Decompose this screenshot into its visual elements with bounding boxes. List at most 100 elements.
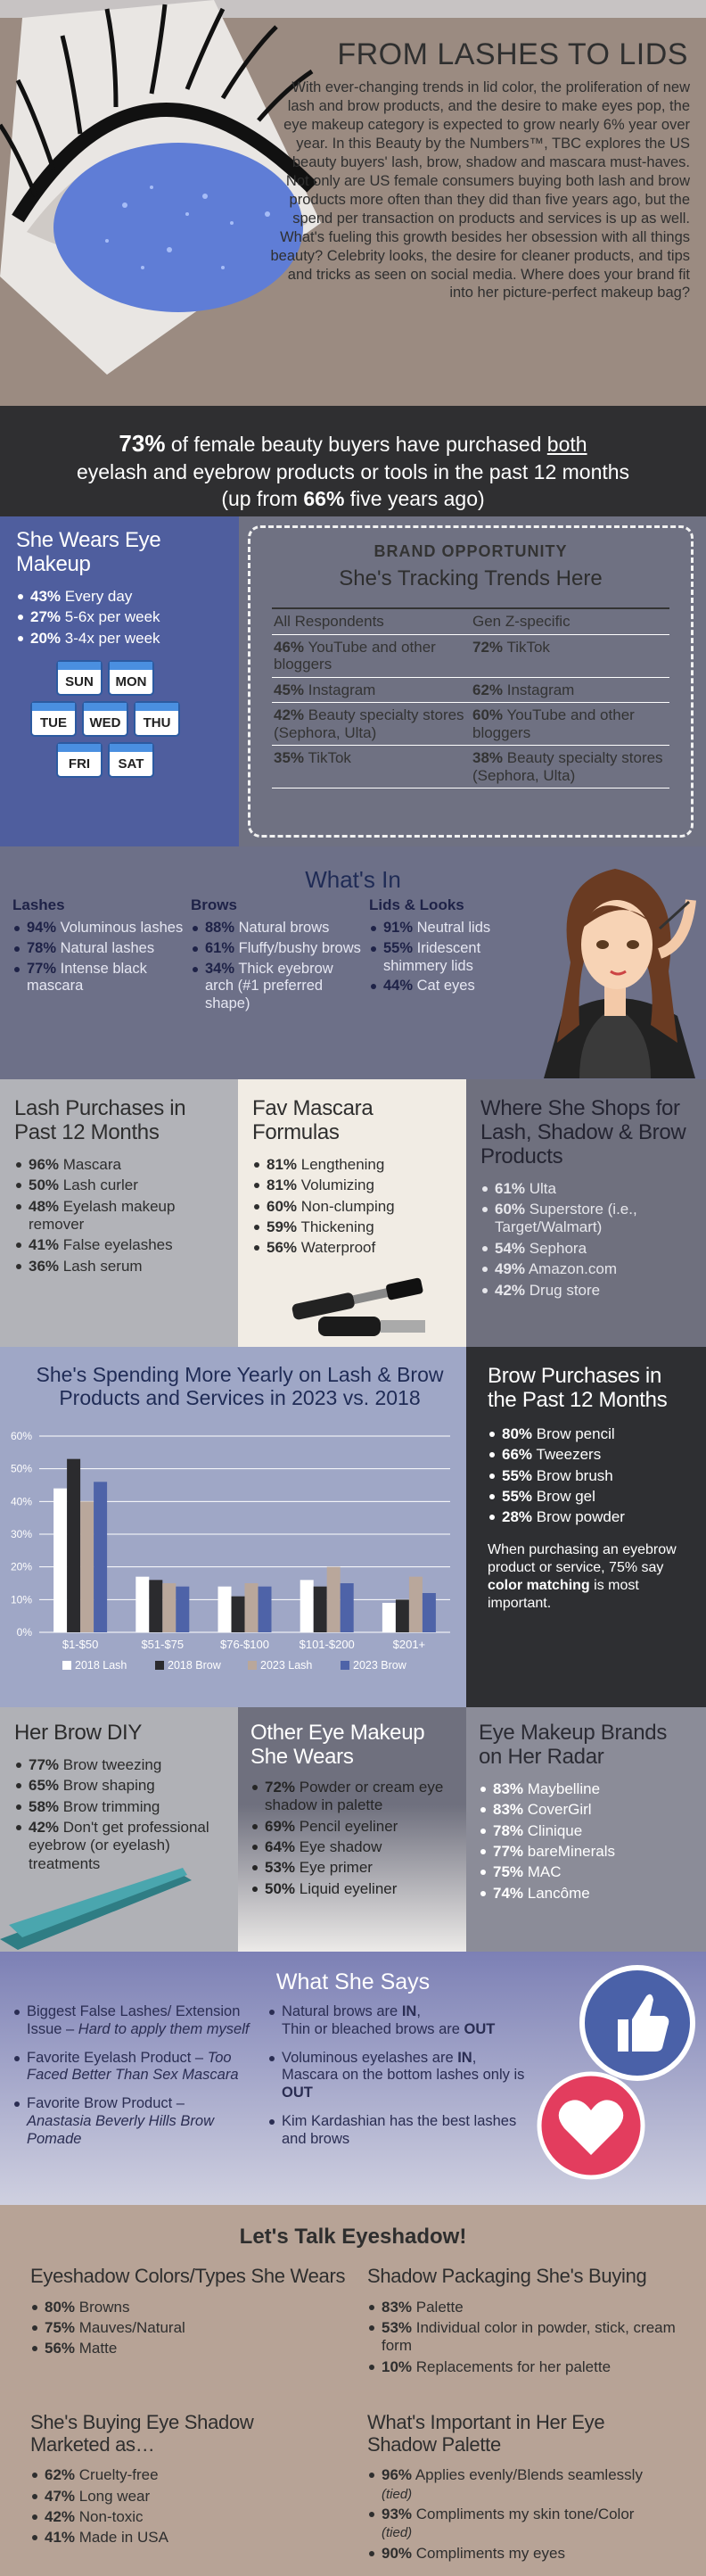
bar xyxy=(340,1583,354,1632)
bar xyxy=(326,1566,341,1632)
stat-label: Natural brows xyxy=(234,920,330,936)
bar xyxy=(300,1580,314,1632)
stat-value: 53% xyxy=(265,1859,296,1877)
list-item: 55% Brow brush xyxy=(488,1467,685,1485)
shadow-market-list: 62% Cruelty-free 47% Long wear 42% Non-tox… xyxy=(30,2466,298,2547)
calendar-day-icon: MON xyxy=(108,659,154,696)
stat-value: 96% xyxy=(382,2466,413,2484)
mascara-panel: Fav Mascara Formulas 81% Lengthening 81% … xyxy=(238,1079,466,1347)
purchases-section: Lash Purchases in Past 12 Months 96% Mas… xyxy=(0,1079,706,1347)
stat-value: 36% xyxy=(29,1257,60,1275)
stat-value: 56% xyxy=(267,1239,298,1257)
banner-text-a: of female beauty buyers have purchased xyxy=(165,433,547,456)
stat-value: 50% xyxy=(29,1177,60,1194)
lash-list: 96% Mascara 50% Lash curler 48% Eyelash ma… xyxy=(14,1156,224,1276)
brand-label: TikTok xyxy=(304,749,351,767)
list-item: 43% Every day xyxy=(16,588,223,606)
stat-value: 77% xyxy=(493,1842,524,1860)
heart-icon xyxy=(537,2071,645,2180)
list-item: 80% Browns xyxy=(30,2299,351,2316)
brand-cell: 45% Instagram xyxy=(272,677,471,704)
list-item: 61% Fluffy/bushy brows xyxy=(191,940,362,958)
stat-value: 42% xyxy=(495,1281,526,1299)
list-item: 83% Palette xyxy=(367,2299,688,2316)
stat-value: 20% xyxy=(30,629,62,647)
stat-label: bareMinerals xyxy=(523,1842,616,1860)
stat-label: 3-4x per week xyxy=(61,629,160,647)
brand-row: 42% Beauty specialty stores (Sephora, Ul… xyxy=(272,702,669,747)
stat-label: Ulta xyxy=(525,1179,556,1197)
list-item: 44% Cat eyes xyxy=(369,978,540,995)
legend-label: 2018 Brow xyxy=(168,1659,222,1672)
brand-cell: 60% YouTube and other bloggers xyxy=(471,702,669,747)
list-item: 75% MAC xyxy=(479,1863,694,1881)
brand-subtitle: She's Tracking Trends Here xyxy=(339,566,603,590)
says-left-list: Biggest False Lashes/ Extension Issue – … xyxy=(12,2003,253,2159)
shadow-important: What's Important in Her Eye Shadow Palet… xyxy=(367,2411,688,2565)
stat-label: Amazon.com xyxy=(525,1260,618,1278)
stat-value: 77% xyxy=(29,1755,60,1773)
brand-cell: 46% YouTube and other bloggers xyxy=(272,634,471,678)
intro-body: With ever-changing trends in lid color, … xyxy=(270,79,690,301)
stat-value: 83% xyxy=(493,1801,524,1819)
brand-cell: 42% Beauty specialty stores (Sephora, Ul… xyxy=(272,702,471,747)
list-item: 55% Brow gel xyxy=(488,1488,685,1506)
shops-panel: Where She Shops for Lash, Shadow & Brow … xyxy=(466,1079,706,1347)
legend-swatch xyxy=(341,1661,349,1670)
says-item: Biggest False Lashes/ Extension Issue – … xyxy=(12,2003,253,2039)
shops-list: 61% Ulta 60% Superstore (i.e., Target/Wal… xyxy=(480,1180,692,1300)
shadow-colors-title: Eyeshadow Colors/Types She Wears xyxy=(30,2265,346,2287)
radar-panel: Eye Makeup Brands on Her Radar 83% Maybe… xyxy=(466,1707,706,1952)
bar xyxy=(258,1586,272,1632)
brand-value: 42% xyxy=(274,706,305,724)
diy-title: Her Brow DIY xyxy=(14,1721,143,1745)
stat-label: Brow pencil xyxy=(532,1424,615,1442)
brand-value: 35% xyxy=(274,749,305,767)
stat-value: 74% xyxy=(493,1884,524,1902)
says-item: Favorite Brow Product – Anastasia Beverl… xyxy=(12,2095,253,2148)
stat-label: Non-toxic xyxy=(75,2508,144,2526)
note-c: is most important. xyxy=(488,1577,639,1611)
says-title: What She Says xyxy=(275,1969,431,1994)
stat-label: Every day xyxy=(61,587,133,605)
brand-row: 35% TikTok 38% Beauty specialty stores (S… xyxy=(272,745,669,789)
brand-label: YouTube and other bloggers xyxy=(274,638,436,673)
day-calendar: SUN MON TUE WED THU FRI SAT xyxy=(16,659,194,778)
stat-value: 53% xyxy=(382,2319,413,2337)
brow-buy-list: 80% Brow pencil 66% Tweezers 55% Brow brus… xyxy=(488,1425,685,1527)
stat-value: 47% xyxy=(45,2487,76,2505)
stat-value: 50% xyxy=(265,1879,296,1897)
brow-buy-note: When purchasing an eyebrow product or se… xyxy=(488,1541,685,1613)
chart-section: She's Spending More Yearly on Lash & Bro… xyxy=(0,1347,706,1707)
y-tick-label: 40% xyxy=(11,1495,32,1507)
stat-value: 78% xyxy=(27,939,57,956)
stat-label: Browns xyxy=(75,2298,130,2316)
list-item: 75% Mauves/Natural xyxy=(30,2319,351,2337)
bar xyxy=(422,1593,436,1632)
shadow-important-list: 96% Applies evenly/Blends seamlessly (tie… xyxy=(367,2466,688,2563)
list-item: 50% Liquid eyeliner xyxy=(250,1880,454,1898)
stat-value: 83% xyxy=(493,1779,524,1797)
list-item: 72% Powder or cream eye shadow in palett… xyxy=(250,1779,454,1815)
stat-label: Powder or cream eye shadow in palette xyxy=(265,1778,444,1814)
y-tick-label: 0% xyxy=(17,1626,33,1639)
list-item: 74% Lancôme xyxy=(479,1885,694,1903)
list-item: 60% Superstore (i.e., Target/Walmart) xyxy=(480,1201,692,1237)
stat-label: Brow brush xyxy=(532,1466,613,1484)
whats-in-list: 94% Voluminous lashes 78% Natural lashes 7… xyxy=(12,920,184,995)
x-tick-label: $76-$100 xyxy=(220,1638,269,1651)
stat-label: Lengthening xyxy=(297,1155,385,1173)
stat-label: Compliments my skin tone/Color xyxy=(412,2506,635,2523)
spending-bar-chart: 0% 10% 20% 30% 40% 50% 60% $1-$50 $51-$75 $76-$10… xyxy=(11,1430,450,1672)
list-item: 69% Pencil eyeliner xyxy=(250,1818,454,1836)
stat-label: Pencil eyeliner xyxy=(295,1817,398,1835)
mascara-list: 81% Lengthening 81% Volumizing 60% Non-clu… xyxy=(252,1156,452,1258)
note-a: When purchasing an eyebrow product or se… xyxy=(488,1541,677,1575)
list-item: 81% Lengthening xyxy=(252,1156,452,1174)
stat-banner: 73% of female beauty buyers have purchas… xyxy=(0,406,706,516)
woman-illustration xyxy=(544,869,696,1078)
list-item: 47% Long wear xyxy=(30,2488,298,2506)
list-item: 60% Non-clumping xyxy=(252,1198,452,1216)
stat-value: 55% xyxy=(383,939,414,956)
stat-label: Eye primer xyxy=(295,1859,373,1877)
